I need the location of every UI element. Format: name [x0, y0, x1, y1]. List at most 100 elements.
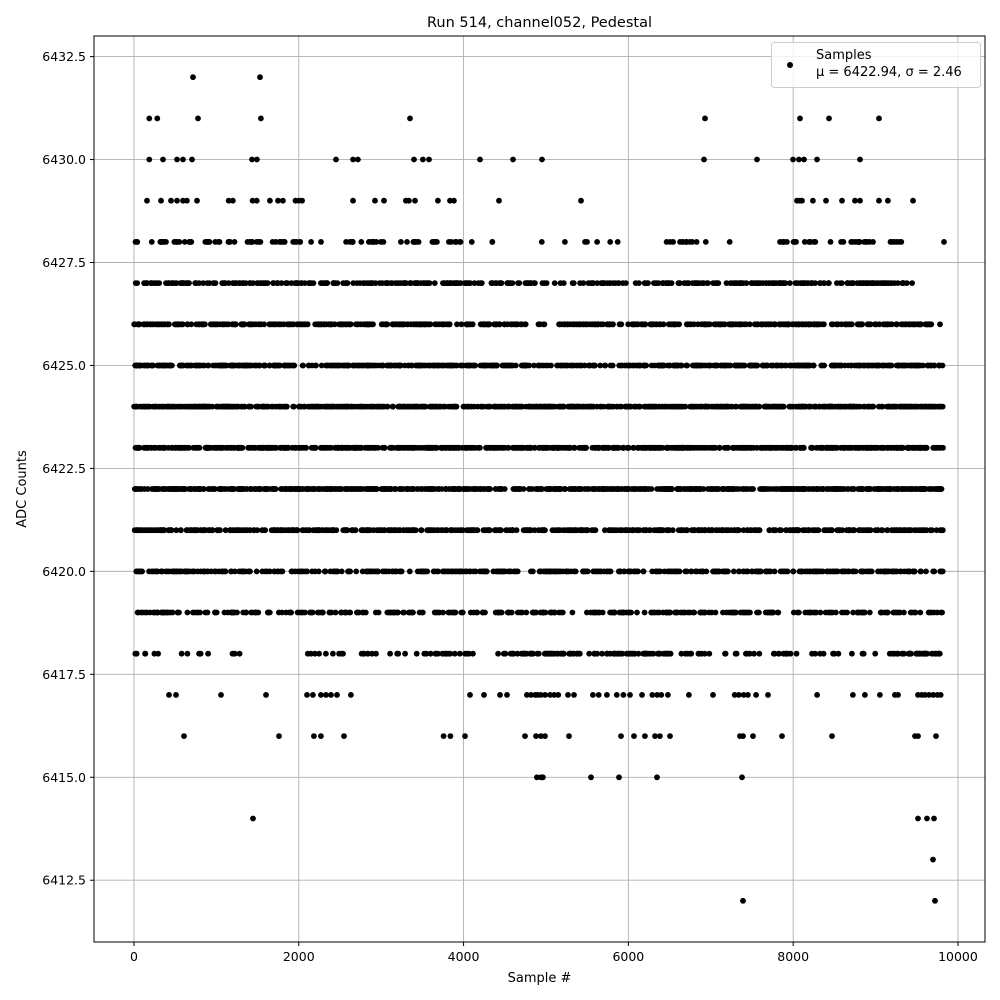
data-point — [460, 527, 466, 534]
data-point — [216, 362, 223, 369]
data-point — [670, 362, 677, 369]
data-point — [584, 568, 591, 575]
data-point — [584, 239, 590, 245]
data-point — [369, 362, 376, 369]
data-point — [527, 280, 534, 286]
data-point — [402, 280, 408, 286]
data-point — [865, 527, 871, 534]
data-point — [212, 486, 218, 492]
data-point — [363, 321, 370, 328]
data-point — [811, 239, 817, 245]
data-point — [678, 527, 685, 534]
data-point — [211, 321, 218, 328]
data-point — [749, 568, 755, 575]
data-point — [621, 444, 627, 451]
data-point — [144, 444, 151, 451]
data-point — [515, 444, 522, 451]
data-point — [588, 280, 595, 286]
data-point — [632, 486, 639, 492]
data-point — [276, 321, 283, 328]
data-point — [260, 444, 266, 451]
data-point — [641, 403, 648, 410]
data-point — [133, 486, 140, 492]
data-point — [779, 239, 786, 245]
data-point — [570, 362, 577, 369]
data-point — [637, 486, 643, 492]
data-point — [252, 444, 258, 451]
data-point — [197, 568, 204, 575]
data-point — [846, 527, 852, 534]
data-point — [607, 239, 614, 245]
data-point — [701, 527, 708, 534]
data-point — [535, 321, 542, 328]
data-point — [174, 486, 181, 492]
data-point — [713, 280, 720, 286]
data-point — [453, 239, 460, 245]
data-point — [300, 444, 307, 451]
data-point — [486, 527, 492, 534]
data-point — [519, 362, 526, 369]
data-point — [535, 486, 542, 492]
data-point — [200, 321, 206, 328]
data-point — [298, 280, 304, 286]
data-point — [380, 239, 387, 245]
data-point — [418, 527, 425, 534]
data-point — [174, 321, 181, 328]
data-point — [500, 568, 507, 575]
data-point — [381, 568, 388, 575]
data-point — [936, 403, 943, 410]
data-point — [153, 568, 160, 575]
data-point — [714, 403, 721, 410]
data-point — [405, 527, 412, 534]
data-point — [292, 486, 298, 492]
data-point — [448, 362, 455, 369]
data-point — [700, 280, 707, 286]
data-point — [471, 486, 478, 492]
data-point — [148, 362, 155, 369]
data-point — [861, 527, 867, 534]
data-point — [858, 568, 864, 575]
data-point — [358, 239, 365, 245]
data-point — [330, 527, 336, 534]
data-point — [801, 239, 808, 245]
data-point — [606, 403, 613, 410]
data-point — [132, 280, 139, 286]
data-point — [941, 239, 947, 245]
data-point — [281, 403, 288, 410]
data-point — [751, 403, 758, 410]
data-point — [806, 239, 812, 245]
data-point — [180, 362, 187, 369]
data-point — [930, 444, 937, 451]
data-point — [538, 568, 544, 575]
data-point — [318, 280, 325, 286]
data-point — [312, 362, 319, 369]
data-point — [339, 444, 346, 451]
data-point — [231, 444, 237, 451]
data-point — [842, 444, 848, 451]
data-point — [724, 527, 731, 534]
data-point — [730, 486, 736, 492]
data-point — [164, 321, 171, 328]
data-point — [917, 362, 923, 369]
data-point — [293, 527, 300, 534]
data-point — [345, 568, 351, 575]
data-point — [915, 444, 922, 451]
data-point — [289, 527, 296, 534]
data-point — [185, 280, 191, 286]
data-point — [140, 321, 147, 328]
data-point — [584, 527, 591, 534]
data-point — [562, 444, 568, 451]
data-point — [640, 568, 647, 575]
data-point — [924, 321, 931, 328]
data-point — [593, 444, 599, 451]
data-point — [602, 362, 609, 369]
data-point — [909, 362, 915, 369]
data-point — [791, 486, 798, 492]
data-point — [492, 321, 499, 328]
data-point — [206, 527, 213, 534]
data-point — [727, 362, 734, 369]
data-point — [526, 403, 532, 410]
data-point — [834, 321, 841, 328]
data-point — [174, 568, 181, 575]
data-point — [408, 280, 414, 286]
